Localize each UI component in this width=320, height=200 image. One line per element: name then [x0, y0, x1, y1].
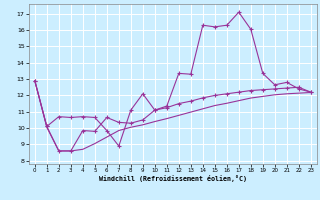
X-axis label: Windchill (Refroidissement éolien,°C): Windchill (Refroidissement éolien,°C): [99, 175, 247, 182]
